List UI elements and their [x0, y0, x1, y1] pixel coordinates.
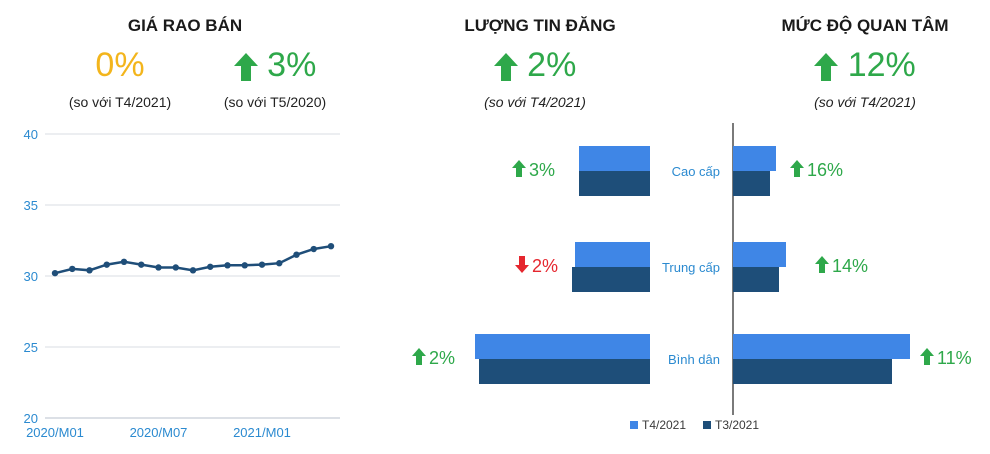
data-point [310, 245, 317, 253]
price-mom-value: 0% [95, 46, 145, 84]
change-label-left: 2% [429, 348, 455, 368]
up-arrow-icon [814, 53, 839, 82]
data-point [172, 264, 179, 271]
data-point [276, 260, 283, 267]
change-label-left: 2% [532, 256, 558, 276]
bar-left-t3 [479, 359, 650, 384]
data-point [103, 261, 110, 268]
interest-value-block: 12% [800, 48, 930, 82]
bar-left-t3 [579, 171, 650, 196]
y-tick-label: 40 [24, 127, 38, 142]
x-tick-label: 2020/M07 [130, 425, 188, 440]
bar-right-t4 [733, 334, 910, 359]
up-arrow-icon [233, 53, 258, 82]
bar-right-t3 [733, 267, 779, 292]
up-arrow-icon [512, 160, 526, 177]
data-point [241, 262, 248, 269]
up-arrow-icon [412, 348, 426, 365]
bar-right-t3 [733, 359, 892, 384]
change-label-right: 16% [807, 160, 843, 180]
data-point [327, 242, 335, 250]
down-arrow-icon [515, 256, 529, 273]
price-mom-note: (so với T4/2021) [68, 94, 172, 110]
data-point [120, 258, 128, 265]
category-label: Trung cấp [662, 260, 720, 275]
listings-title: LƯỢNG TIN ĐĂNG [464, 16, 616, 35]
change-label-left: 3% [529, 160, 555, 180]
price-yoy-note: (so với T5/2020) [223, 94, 327, 110]
listings-value: 2% [527, 46, 577, 84]
x-tick-label: 2021/M01 [233, 425, 291, 440]
segment-bar-chart: Cao cấp 3% 16% Trung cấp 2% 14% Bình dân 2% 11% T… [412, 123, 972, 432]
y-tick-label: 25 [24, 340, 38, 355]
data-point [224, 262, 231, 269]
up-arrow-icon [790, 160, 804, 177]
data-point [207, 263, 214, 270]
bar-left-t3 [572, 267, 650, 292]
price-yoy-block: 3% [210, 48, 340, 82]
legend-swatch-t4 [630, 421, 638, 429]
up-arrow-icon [815, 256, 829, 273]
data-point [51, 269, 59, 277]
bar-left-t4 [475, 334, 650, 359]
bar-right-t4 [733, 242, 786, 267]
change-label-right: 14% [832, 256, 868, 276]
listings-note: (so với T4/2021) [484, 94, 586, 110]
bar-right-t4 [733, 146, 776, 171]
legend-label-t4: T4/2021 [642, 418, 686, 432]
bar-left-t4 [575, 242, 650, 267]
data-point [293, 251, 300, 258]
data-point [69, 265, 76, 273]
interest-value: 12% [847, 46, 916, 84]
up-arrow-icon [920, 348, 934, 365]
data-point [86, 267, 93, 274]
data-point [258, 261, 266, 268]
legend-label-t3: T3/2021 [715, 418, 759, 432]
bar-right-t3 [733, 171, 770, 196]
data-point [155, 264, 162, 271]
y-tick-label: 30 [24, 269, 38, 284]
category-label: Cao cấp [672, 164, 720, 179]
data-point [189, 267, 197, 274]
data-point [138, 261, 145, 268]
price-title: GIÁ RAO BÁN [127, 16, 243, 35]
interest-title: MỨC ĐỘ QUAN TÂM [781, 16, 949, 35]
listings-value-block: 2% [470, 48, 600, 82]
x-tick-label: 2020/M01 [26, 425, 84, 440]
bar-left-t4 [579, 146, 650, 171]
legend-swatch-t3 [703, 421, 711, 429]
change-label-right: 11% [937, 348, 972, 368]
interest-note: (so với T4/2021) [814, 94, 916, 110]
up-arrow-icon [493, 53, 518, 82]
y-tick-label: 20 [24, 411, 38, 426]
category-label: Bình dân [668, 352, 720, 367]
y-tick-label: 35 [24, 198, 38, 213]
price-line-chart: 20 25 30 35 40 2020/M01 2020/M07 2021/M01 [24, 127, 340, 440]
price-yoy-value: 3% [267, 46, 317, 84]
